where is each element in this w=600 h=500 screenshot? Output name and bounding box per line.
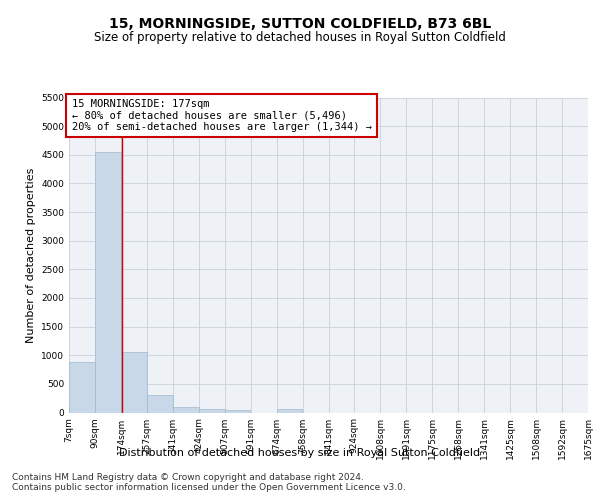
Text: Distribution of detached houses by size in Royal Sutton Coldfield: Distribution of detached houses by size … [119, 448, 481, 458]
Bar [224, 410, 250, 412]
Bar [277, 409, 302, 412]
Text: Contains HM Land Registry data © Crown copyright and database right 2024.: Contains HM Land Registry data © Crown c… [12, 472, 364, 482]
Text: Contains public sector information licensed under the Open Government Licence v3: Contains public sector information licen… [12, 484, 406, 492]
Bar [147, 396, 173, 412]
Bar [173, 408, 199, 412]
Text: 15 MORNINGSIDE: 177sqm
← 80% of detached houses are smaller (5,496)
20% of semi-: 15 MORNINGSIDE: 177sqm ← 80% of detached… [71, 99, 371, 132]
Text: 15, MORNINGSIDE, SUTTON COLDFIELD, B73 6BL: 15, MORNINGSIDE, SUTTON COLDFIELD, B73 6… [109, 18, 491, 32]
Bar [199, 409, 224, 412]
Bar [69, 362, 95, 412]
Bar [95, 152, 121, 412]
Y-axis label: Number of detached properties: Number of detached properties [26, 168, 35, 342]
Bar [121, 352, 147, 412]
Text: Size of property relative to detached houses in Royal Sutton Coldfield: Size of property relative to detached ho… [94, 31, 506, 44]
